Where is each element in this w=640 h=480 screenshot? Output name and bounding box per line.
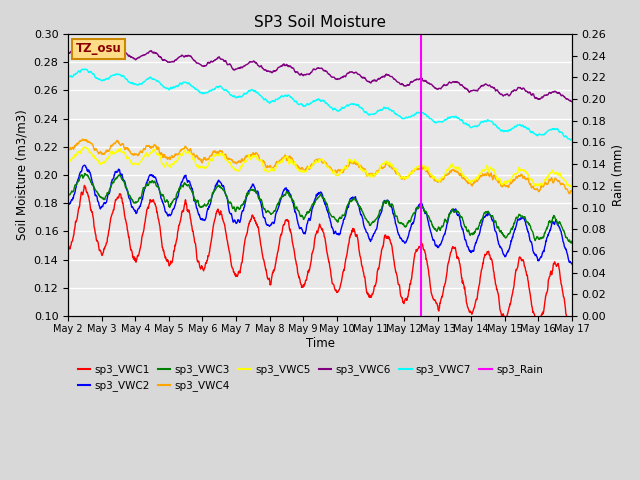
Y-axis label: Rain (mm): Rain (mm) <box>612 144 625 206</box>
X-axis label: Time: Time <box>305 336 335 349</box>
Text: TZ_osu: TZ_osu <box>76 42 122 55</box>
Y-axis label: Soil Moisture (m3/m3): Soil Moisture (m3/m3) <box>15 109 28 240</box>
Legend: sp3_VWC1, sp3_VWC2, sp3_VWC3, sp3_VWC4, sp3_VWC5, sp3_VWC6, sp3_VWC7, sp3_Rain: sp3_VWC1, sp3_VWC2, sp3_VWC3, sp3_VWC4, … <box>74 360 547 396</box>
Title: SP3 Soil Moisture: SP3 Soil Moisture <box>254 15 386 30</box>
